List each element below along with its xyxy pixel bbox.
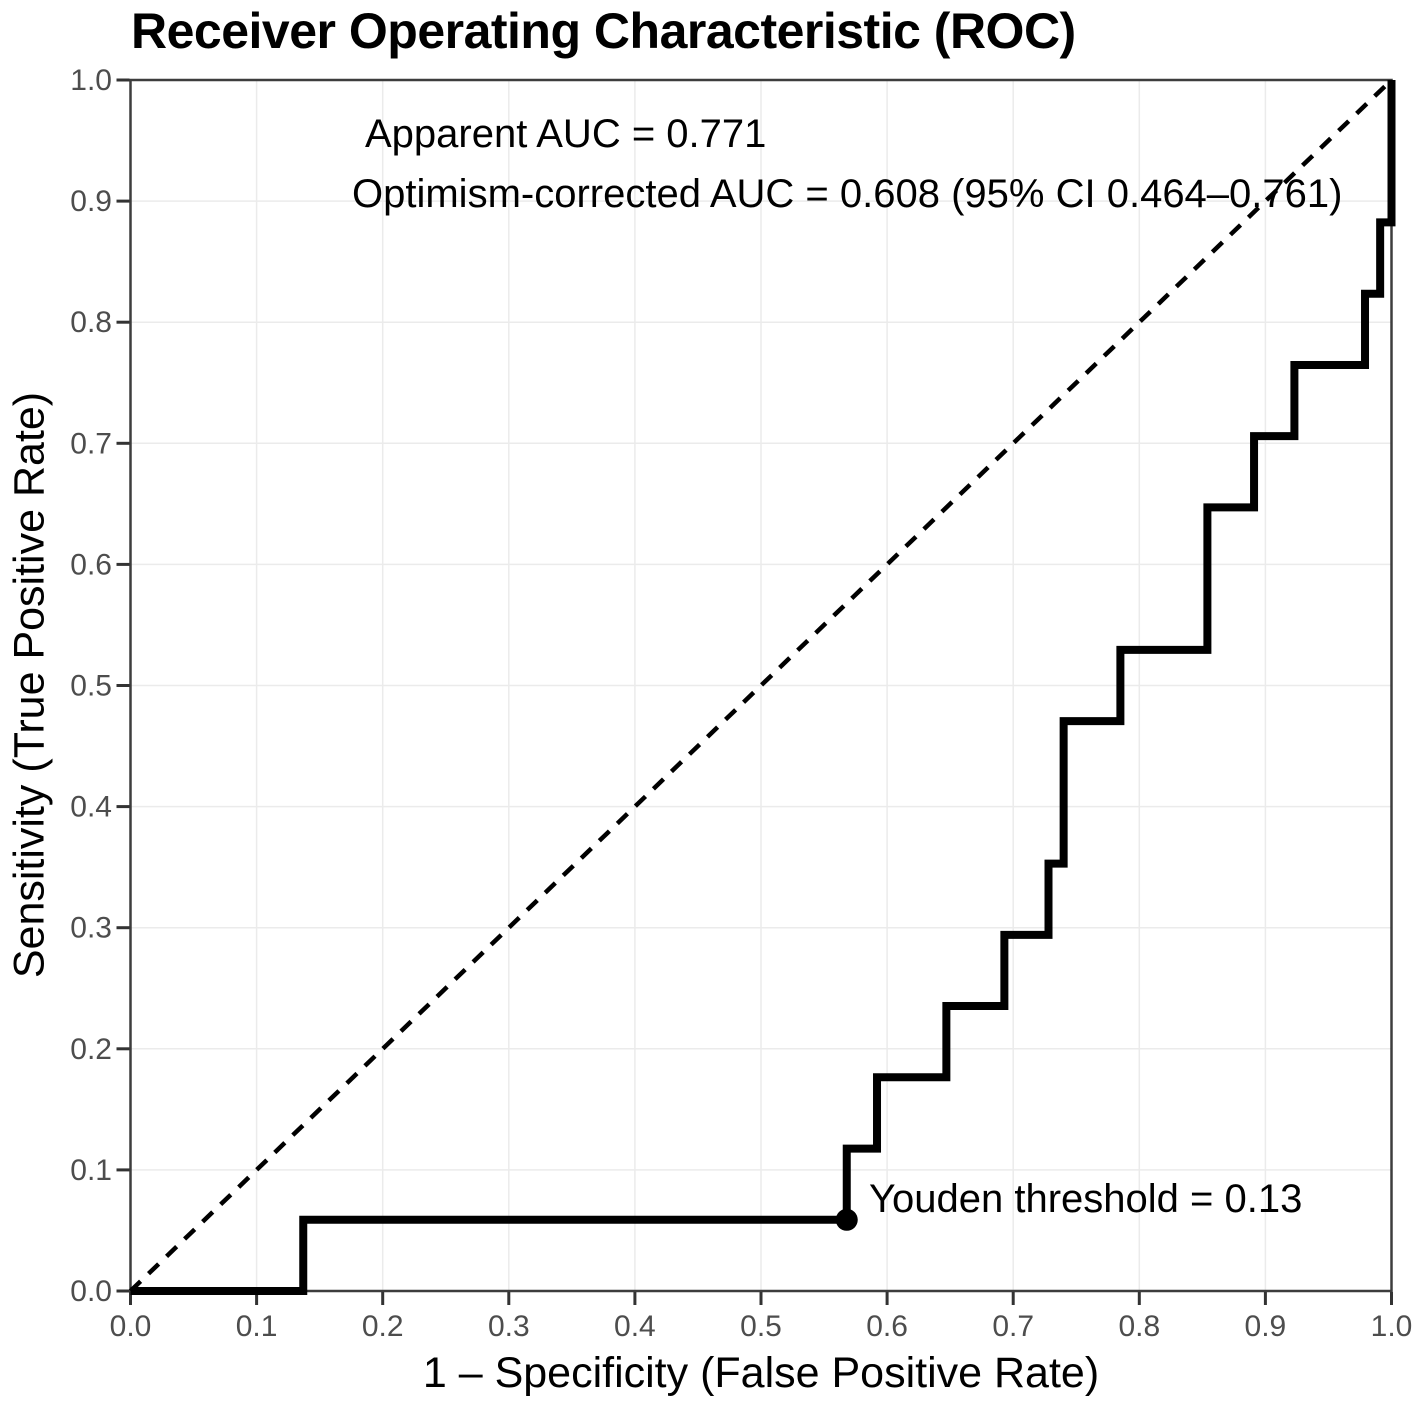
roc-curve-line xyxy=(130,80,1396,1295)
x-tick-label: 0.9 xyxy=(1245,1310,1287,1343)
y-tick-label: 0.9 xyxy=(70,185,112,218)
x-tick-label: 0.4 xyxy=(614,1310,656,1343)
y-tick-label: 0.2 xyxy=(70,1033,112,1066)
annotation-optimism-corrected-auc: Optimism-corrected AUC = 0.608 (95% CI 0… xyxy=(352,172,1343,216)
y-tick-label: 0.8 xyxy=(70,306,112,339)
x-tick-label: 0.1 xyxy=(236,1310,278,1343)
y-tick-label: 0.5 xyxy=(70,670,112,703)
y-tick-label: 0.7 xyxy=(70,427,112,460)
x-tick-label: 1.0 xyxy=(1371,1310,1413,1343)
chart-title: Receiver Operating Characteristic (ROC) xyxy=(131,3,1076,59)
x-tick-label: 0.7 xyxy=(992,1310,1034,1343)
x-tick-label: 0.5 xyxy=(740,1310,782,1343)
y-axis-title: Sensitivity (True Positive Rate) xyxy=(5,391,54,979)
x-tick-label: 0.6 xyxy=(866,1310,908,1343)
y-tick-label: 0.1 xyxy=(70,1154,112,1187)
x-tick-label: 0.8 xyxy=(1118,1310,1160,1343)
youden-threshold-label: Youden threshold = 0.13 xyxy=(869,1177,1303,1221)
chance-diagonal-line xyxy=(128,78,1394,1293)
y-tick-label: 0.3 xyxy=(70,912,112,945)
y-tick-label: 0.0 xyxy=(70,1275,112,1308)
x-tick-label: 0.2 xyxy=(362,1310,404,1343)
y-tick-label: 0.4 xyxy=(70,791,112,824)
panel-border xyxy=(129,78,1393,1293)
annotation-apparent-auc: Apparent AUC = 0.771 xyxy=(365,112,767,156)
x-tick-label: 0.0 xyxy=(110,1310,152,1343)
y-tick-label: 0.6 xyxy=(70,548,112,581)
x-tick-label: 0.3 xyxy=(488,1310,530,1343)
y-tick-label: 1.0 xyxy=(70,64,112,97)
youden-point-marker xyxy=(835,1208,858,1231)
x-axis-title: 1 – Specificity (False Positive Rate) xyxy=(422,1349,1100,1397)
